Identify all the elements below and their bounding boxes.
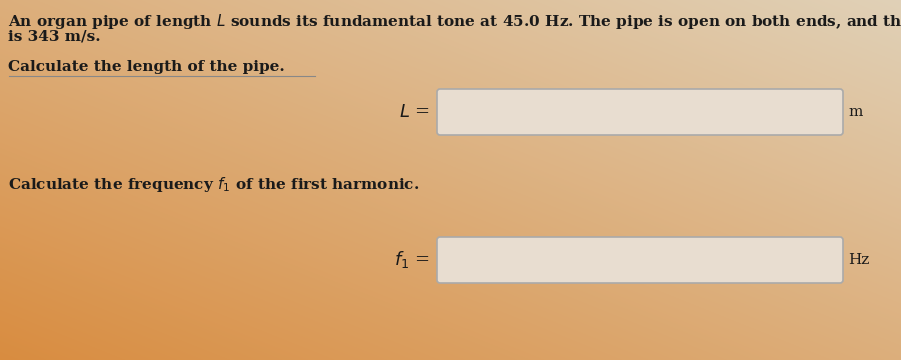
Text: An organ pipe of length $L$ sounds its fundamental tone at 45.0 Hz. The pipe is : An organ pipe of length $L$ sounds its f… — [8, 12, 901, 31]
FancyBboxPatch shape — [437, 89, 843, 135]
Text: is 343 m/s.: is 343 m/s. — [8, 30, 101, 44]
Text: Hz: Hz — [848, 253, 869, 267]
FancyBboxPatch shape — [437, 237, 843, 283]
Text: m: m — [848, 105, 862, 119]
Text: Calculate the frequency $f_1$ of the first harmonic.: Calculate the frequency $f_1$ of the fir… — [8, 175, 419, 194]
Text: $f_1$ =: $f_1$ = — [395, 249, 430, 270]
Text: $L$ =: $L$ = — [399, 103, 430, 121]
Text: Calculate the length of the pipe.: Calculate the length of the pipe. — [8, 60, 285, 74]
